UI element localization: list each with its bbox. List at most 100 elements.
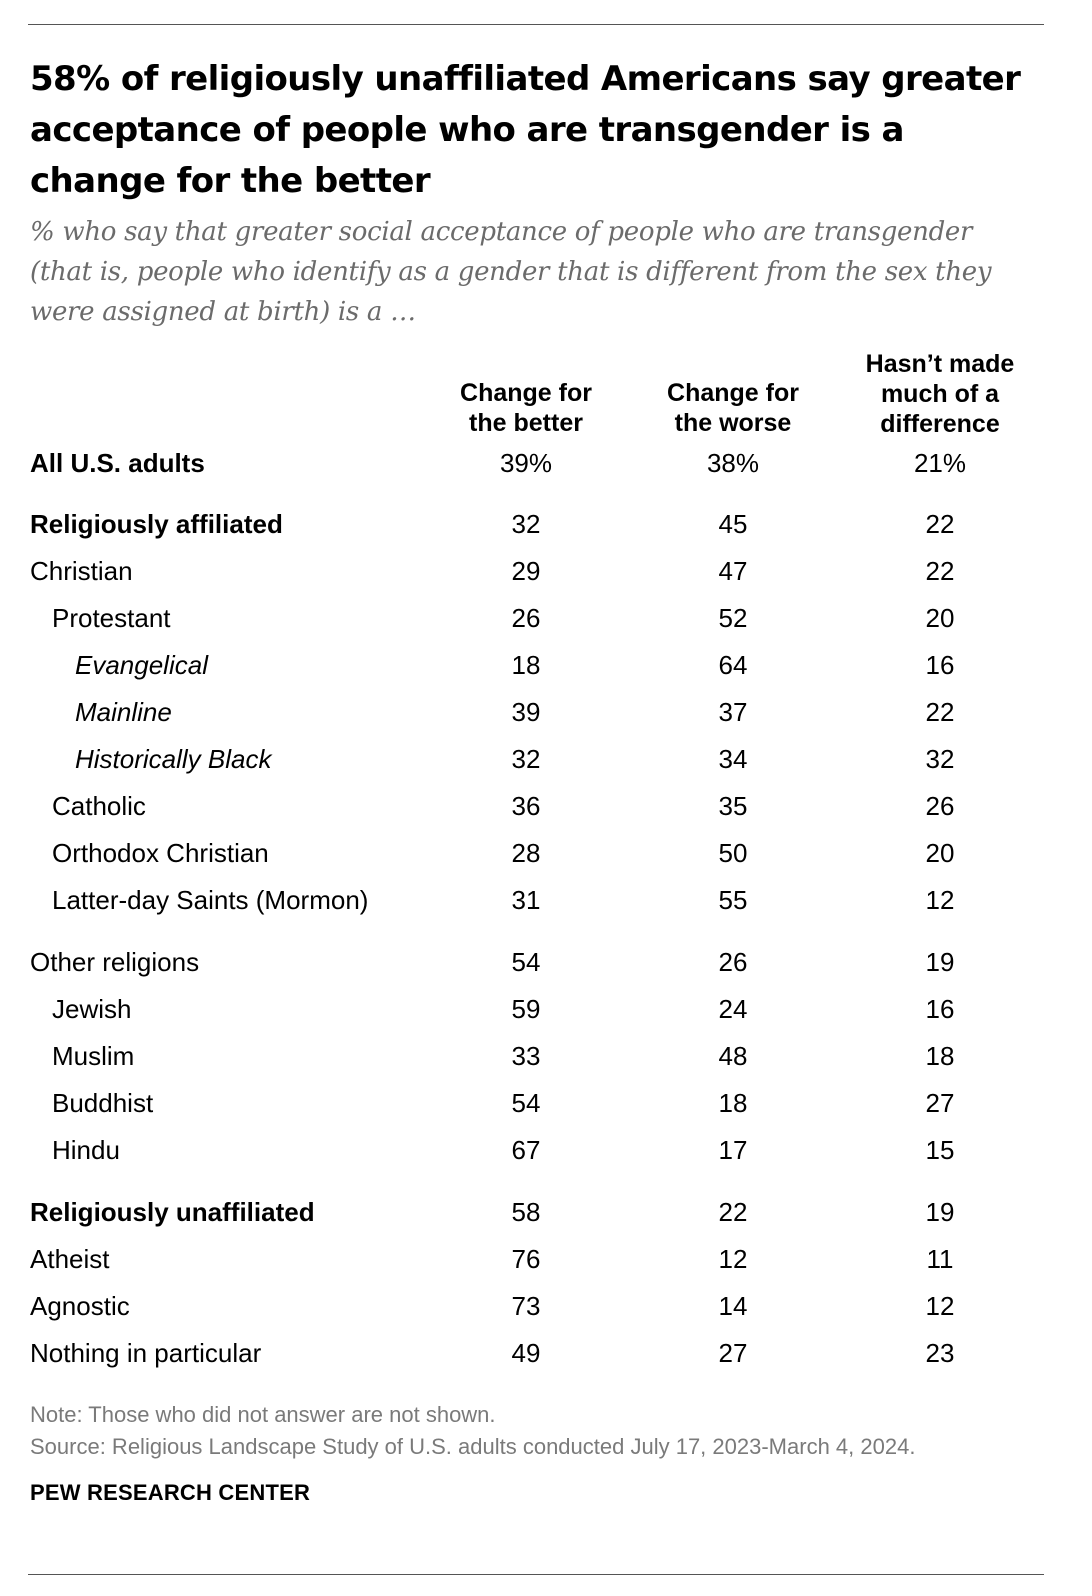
row-label: Latter-day Saints (Mormon) <box>52 885 369 915</box>
row-label: Agnostic <box>30 1291 130 1321</box>
table-row: Historically Black 32 34 32 <box>0 739 1092 779</box>
row-label: Catholic <box>52 791 146 821</box>
row-label: Jewish <box>52 994 132 1024</box>
table-row: Religiously unaffiliated 58 22 19 <box>0 1192 1092 1232</box>
organization-name: PEW RESEARCH CENTER <box>30 1480 311 1505</box>
table-row: Latter-day Saints (Mormon) 31 55 12 <box>0 880 1092 920</box>
value-no-difference: 15 <box>925 1135 955 1165</box>
value-better: 73 <box>511 1291 541 1321</box>
column-header-line: the better <box>469 409 583 437</box>
value-no-difference: 20 <box>925 838 955 868</box>
chart-title: 58% of religiously unaffiliated American… <box>30 59 1021 201</box>
table-row: Muslim 33 48 18 <box>0 1036 1092 1076</box>
column-header-line: much of a <box>880 380 1000 408</box>
value-worse: 18 <box>718 1088 748 1118</box>
row-label: Evangelical <box>75 650 208 680</box>
value-no-difference: 18 <box>925 1041 955 1071</box>
column-header-line: the worse <box>674 409 792 437</box>
column-header-line: Change for <box>667 379 799 407</box>
bottom-rule <box>28 1574 1044 1575</box>
value-better: 18 <box>511 650 541 680</box>
value-better: 32 <box>511 744 541 774</box>
table-row: Orthodox Christian 28 50 20 <box>0 833 1092 873</box>
table-row: All U.S. adults 39% 38% 21% <box>0 443 1092 483</box>
value-better: 28 <box>511 838 541 868</box>
value-no-difference: 22 <box>925 509 955 539</box>
value-no-difference: 27 <box>925 1088 955 1118</box>
value-no-difference: 19 <box>925 1197 955 1227</box>
value-worse: 27 <box>718 1338 748 1368</box>
value-better: 29 <box>511 556 541 586</box>
row-label: All U.S. adults <box>30 448 205 478</box>
table-row: Agnostic 73 14 12 <box>0 1286 1092 1326</box>
value-worse: 35 <box>718 791 748 821</box>
row-label: Nothing in particular <box>30 1338 262 1368</box>
value-better: 36 <box>511 791 541 821</box>
top-rule <box>28 24 1044 25</box>
value-better: 76 <box>511 1244 541 1274</box>
table-row: Hindu 67 17 15 <box>0 1130 1092 1170</box>
value-no-difference: 32 <box>925 744 955 774</box>
table-row: Other religions 54 26 19 <box>0 942 1092 982</box>
value-better: 54 <box>511 947 541 977</box>
value-worse: 12 <box>718 1244 748 1274</box>
value-worse: 14 <box>718 1291 748 1321</box>
column-header-line: difference <box>880 410 1000 438</box>
value-worse: 64 <box>718 650 748 680</box>
value-better: 39 <box>511 697 541 727</box>
value-worse: 50 <box>718 838 748 868</box>
value-worse: 22 <box>718 1197 748 1227</box>
table-row: Atheist 76 12 11 <box>0 1239 1092 1279</box>
column-header-better: Change for the better <box>426 378 626 438</box>
table-row: Protestant 26 52 20 <box>0 598 1092 638</box>
table-row: Religiously affiliated 32 45 22 <box>0 504 1092 544</box>
row-label: Muslim <box>52 1041 135 1071</box>
table-row: Christian 29 47 22 <box>0 551 1092 591</box>
value-no-difference: 21% <box>913 448 967 478</box>
table-row: Mainline 39 37 22 <box>0 692 1092 732</box>
value-no-difference: 12 <box>925 885 955 915</box>
value-better: 33 <box>511 1041 541 1071</box>
column-header-line: Change for <box>460 379 592 407</box>
value-better: 26 <box>511 603 541 633</box>
value-no-difference: 22 <box>925 697 955 727</box>
table-row: Nothing in particular 49 27 23 <box>0 1333 1092 1373</box>
row-label: Other religions <box>30 947 200 977</box>
value-better: 32 <box>511 509 541 539</box>
table-row: Jewish 59 24 16 <box>0 989 1092 1029</box>
value-better: 49 <box>511 1338 541 1368</box>
table-row: Evangelical 18 64 16 <box>0 645 1092 685</box>
note: Note: Those who did not answer are not s… <box>30 1402 496 1427</box>
value-better: 54 <box>511 1088 541 1118</box>
value-better: 31 <box>511 885 541 915</box>
value-better: 39% <box>499 448 553 478</box>
row-label: Mainline <box>75 697 172 727</box>
row-label: Protestant <box>52 603 171 633</box>
value-no-difference: 12 <box>925 1291 955 1321</box>
row-label: Religiously unaffiliated <box>30 1197 315 1227</box>
row-label: Historically Black <box>75 744 272 774</box>
value-worse: 17 <box>718 1135 748 1165</box>
table-row: Buddhist 54 18 27 <box>0 1083 1092 1123</box>
row-label: Atheist <box>30 1244 110 1274</box>
value-no-difference: 23 <box>925 1338 955 1368</box>
value-better: 58 <box>511 1197 541 1227</box>
column-header-worse: Change for the worse <box>633 378 833 438</box>
value-no-difference: 20 <box>925 603 955 633</box>
row-label: Orthodox Christian <box>52 838 269 868</box>
value-worse: 26 <box>718 947 748 977</box>
value-no-difference: 19 <box>925 947 955 977</box>
column-header-no-difference: Hasn’t made much of a difference <box>840 349 1040 439</box>
row-label: Religiously affiliated <box>30 509 283 539</box>
row-label: Hindu <box>52 1135 120 1165</box>
value-no-difference: 16 <box>925 994 955 1024</box>
value-no-difference: 22 <box>925 556 955 586</box>
value-better: 59 <box>511 994 541 1024</box>
value-worse: 47 <box>718 556 748 586</box>
chart-subtitle: % who say that greater social acceptance… <box>30 217 992 327</box>
row-label: Buddhist <box>52 1088 154 1118</box>
value-worse: 55 <box>718 885 748 915</box>
value-worse: 24 <box>718 994 748 1024</box>
value-worse: 45 <box>718 509 748 539</box>
value-worse: 34 <box>718 744 748 774</box>
